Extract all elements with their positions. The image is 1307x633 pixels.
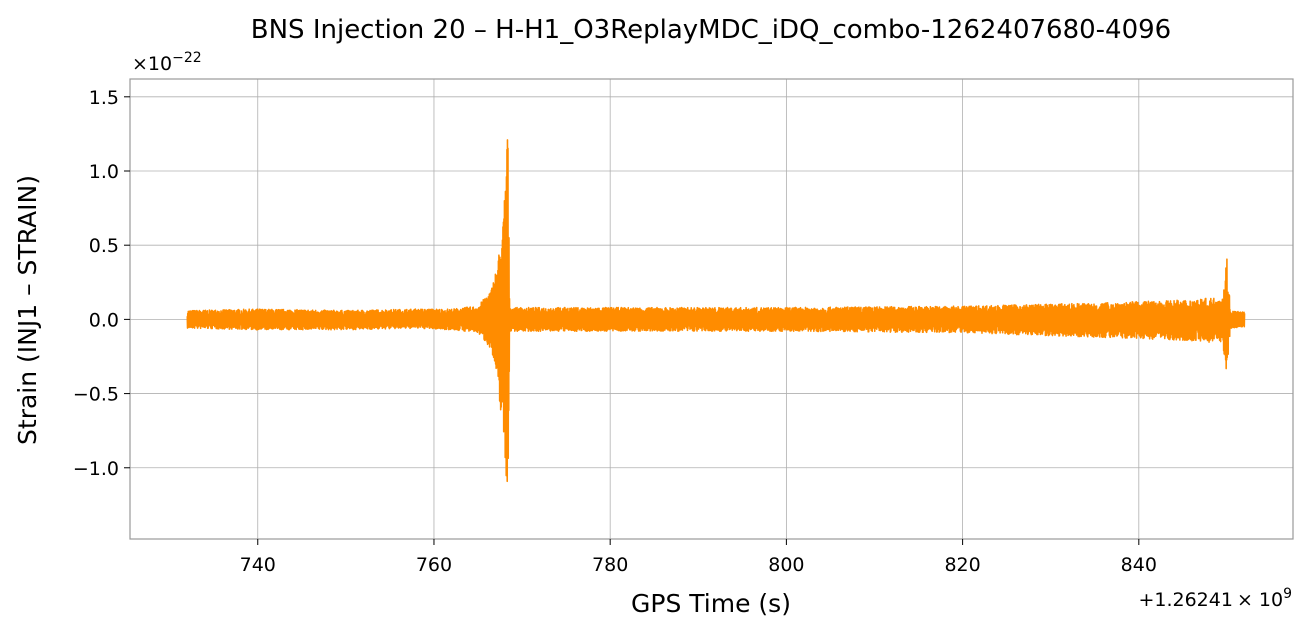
chart-title: BNS Injection 20 – H-H1_O3ReplayMDC_iDQ_… (251, 15, 1171, 45)
y-axis-ticks: 1.5 1.0 0.5 0.0 −0.5 −1.0 (73, 87, 130, 480)
y-tick-label: −1.0 (73, 458, 119, 480)
x-offset-exponent: 9 (1283, 586, 1292, 602)
x-tick-label: 820 (944, 554, 980, 576)
x-offset-text: +1.26241 × 109 (1138, 586, 1292, 611)
y-axis-label: Strain (INJ1 – STRAIN) (13, 175, 42, 445)
y-tick-label: 0.5 (89, 235, 119, 257)
y-scale-exponent: −22 (172, 50, 202, 66)
x-tick-label: 760 (416, 554, 452, 576)
x-offset-times: × 10 (1237, 589, 1283, 611)
y-tick-label: 0.0 (89, 309, 119, 331)
x-tick-label: 780 (592, 554, 628, 576)
x-tick-label: 840 (1121, 554, 1157, 576)
plot-frame (129, 78, 1294, 540)
x-axis-label: GPS Time (s) (631, 589, 791, 618)
y-scale-multiplier: ×10−22 (132, 50, 202, 75)
y-tick-label: −0.5 (73, 384, 119, 406)
y-tick-label: 1.0 (89, 161, 119, 183)
series-strain (186, 139, 1246, 483)
x-offset-base: +1.26241 (1138, 589, 1233, 611)
strain-trace (186, 139, 1246, 483)
x-axis-ticks: 740 760 780 800 820 840 (240, 539, 1157, 576)
x-tick-label: 800 (768, 554, 804, 576)
y-tick-label: 1.5 (89, 87, 119, 109)
x-tick-label: 740 (240, 554, 276, 576)
y-scale-base: ×10 (132, 53, 172, 75)
